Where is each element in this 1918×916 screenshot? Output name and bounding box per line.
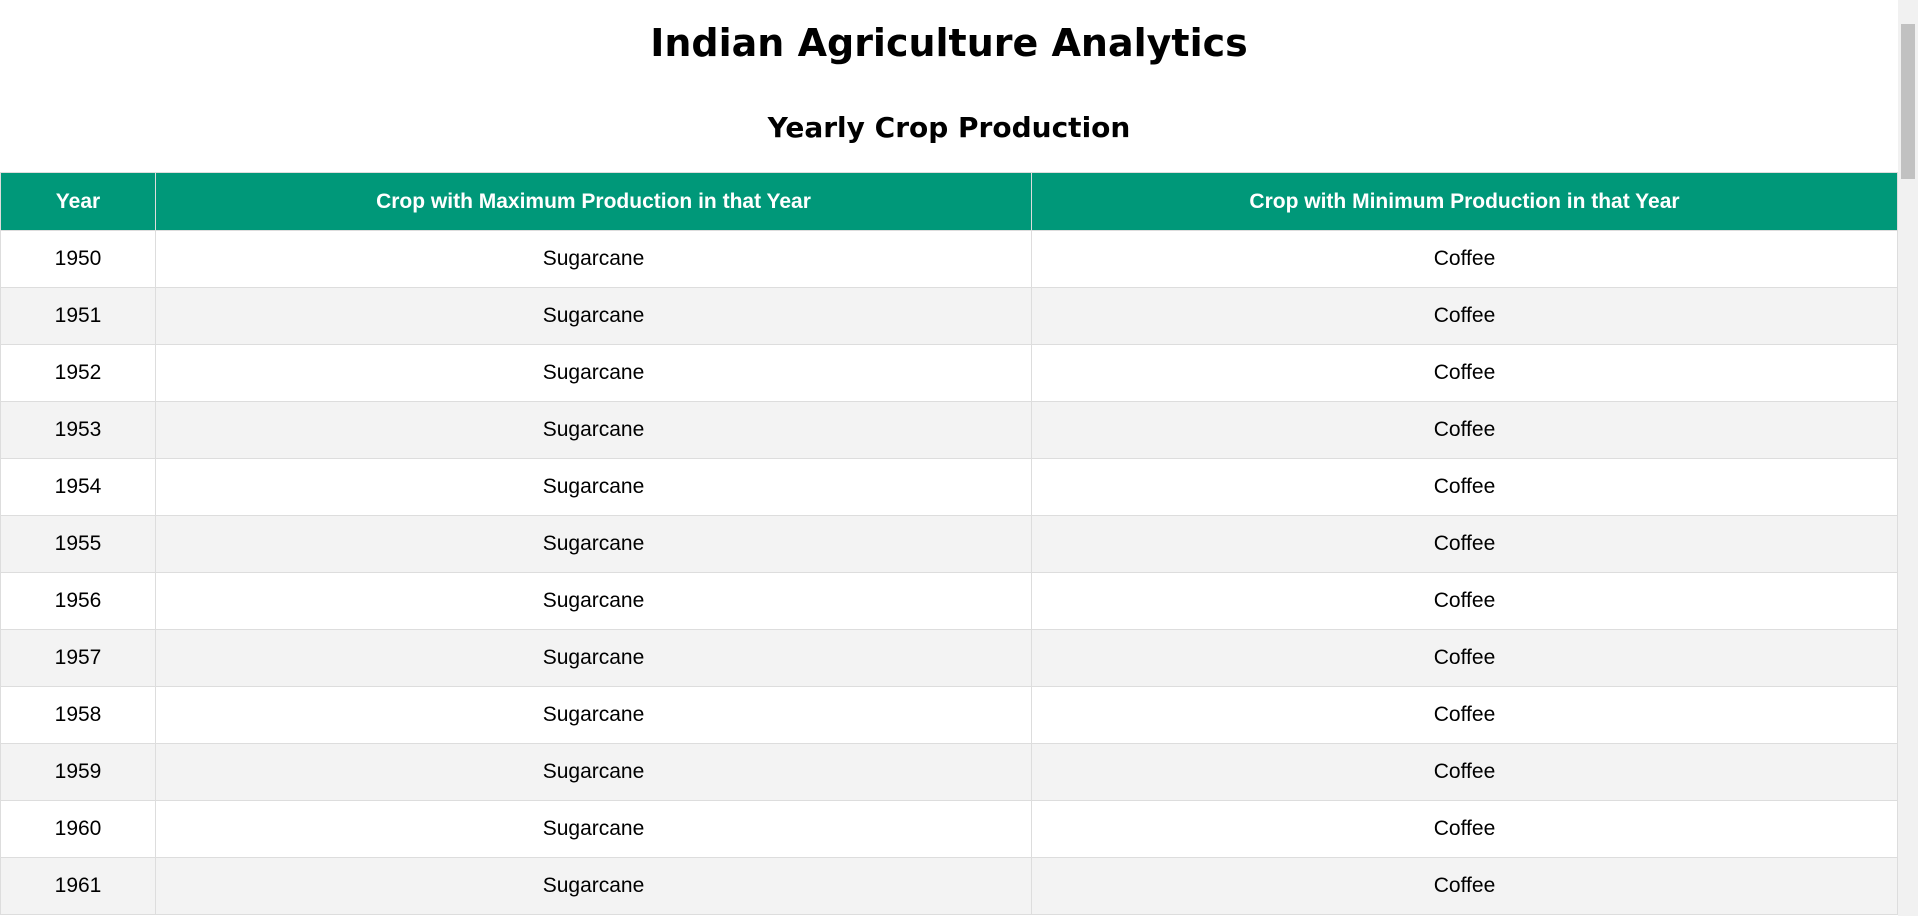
crop-table: Year Crop with Maximum Production in that… [0, 172, 1898, 915]
table-cell: 1961 [0, 857, 156, 915]
table-cell: 1956 [0, 572, 156, 630]
table-row: 1955 Sugarcane Coffee [0, 515, 1898, 573]
scrollbar[interactable] [1898, 0, 1918, 916]
table-cell: Coffee [1031, 401, 1898, 459]
table-cell: Coffee [1031, 458, 1898, 516]
table-cell: 1955 [0, 515, 156, 573]
table-cell: 1958 [0, 686, 156, 744]
table-cell: Sugarcane [155, 629, 1032, 687]
table-cell: Coffee [1031, 515, 1898, 573]
table-row: 1956 Sugarcane Coffee [0, 572, 1898, 630]
table-cell: Coffee [1031, 287, 1898, 345]
table-row: 1953 Sugarcane Coffee [0, 401, 1898, 459]
table-row: 1951 Sugarcane Coffee [0, 287, 1898, 345]
table-cell: Sugarcane [155, 344, 1032, 402]
table-row: 1959 Sugarcane Coffee [0, 743, 1898, 801]
page-title: Indian Agriculture Analytics [650, 21, 1248, 65]
table-cell: 1954 [0, 458, 156, 516]
column-header: Crop with Maximum Production in that Yea… [155, 172, 1032, 231]
header-row: Year Crop with Maximum Production in that… [0, 172, 1898, 231]
table-cell: Coffee [1031, 800, 1898, 858]
section-title: Yearly Crop Production [767, 111, 1131, 144]
table-row: 1958 Sugarcane Coffee [0, 686, 1898, 744]
table-row: 1960 Sugarcane Coffee [0, 800, 1898, 858]
table-row: 1950 Sugarcane Coffee [0, 230, 1898, 288]
table-cell: Sugarcane [155, 287, 1032, 345]
table-cell: Coffee [1031, 686, 1898, 744]
table-cell: 1950 [0, 230, 156, 288]
table-cell: Sugarcane [155, 572, 1032, 630]
table-cell: 1952 [0, 344, 156, 402]
table-cell: Sugarcane [155, 743, 1032, 801]
table-cell: Coffee [1031, 572, 1898, 630]
column-header: Crop with Minimum Production in that Yea… [1031, 172, 1898, 231]
table-cell: Coffee [1031, 857, 1898, 915]
table-cell: Sugarcane [155, 515, 1032, 573]
table-cell: Coffee [1031, 230, 1898, 288]
table-cell: 1953 [0, 401, 156, 459]
table-cell: Sugarcane [155, 857, 1032, 915]
table-row: 1952 Sugarcane Coffee [0, 344, 1898, 402]
column-header: Year [0, 172, 156, 231]
table-cell: Sugarcane [155, 800, 1032, 858]
table-cell: Sugarcane [155, 401, 1032, 459]
table-cell: Sugarcane [155, 230, 1032, 288]
table-cell: Sugarcane [155, 458, 1032, 516]
table-cell: 1960 [0, 800, 156, 858]
table-row: 1954 Sugarcane Coffee [0, 458, 1898, 516]
table-cell: Sugarcane [155, 686, 1032, 744]
table-cell: Coffee [1031, 344, 1898, 402]
scrollbar-thumb[interactable] [1901, 24, 1915, 179]
table-row: 1961 Sugarcane Coffee [0, 857, 1898, 915]
table-row: 1957 Sugarcane Coffee [0, 629, 1898, 687]
table-cell: Coffee [1031, 743, 1898, 801]
table-cell: 1957 [0, 629, 156, 687]
table-cell: 1959 [0, 743, 156, 801]
table-cell: 1951 [0, 287, 156, 345]
table-cell: Coffee [1031, 629, 1898, 687]
